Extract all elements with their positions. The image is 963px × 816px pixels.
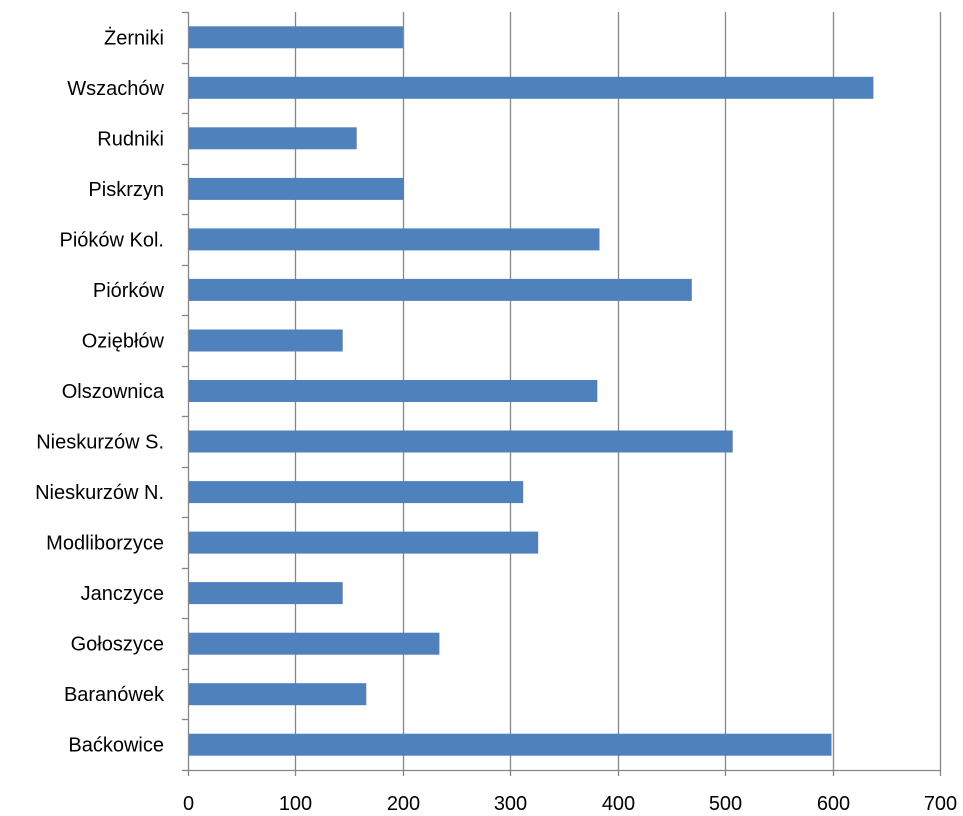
category-label: Wszachów: [67, 78, 164, 100]
category-label: Olszownica: [62, 381, 165, 403]
category-label: Gołoszyce: [71, 634, 164, 656]
tick-labels: 0 100 200 300 400 500 600 700: [183, 793, 957, 815]
category-label: Nieskurzów N.: [35, 482, 164, 504]
category-label: Baćkowice: [68, 735, 164, 757]
bar-Nieskurzów S.: [189, 430, 733, 453]
x-tick-label: 200: [387, 793, 420, 815]
category-label: Janczyce: [81, 583, 164, 605]
bar-Modliborzyce: [189, 531, 539, 554]
category-labels: Żerniki Wszachów Rudniki Piskrzyn Pióków Kol…: [35, 26, 165, 756]
bar-Piskrzyn: [189, 177, 404, 200]
bar-Janczyce: [189, 582, 343, 605]
x-tick-label: 500: [709, 793, 742, 815]
category-label: Modliborzyce: [46, 533, 164, 555]
category-label: Rudniki: [97, 128, 164, 150]
bar-Olszownica: [189, 380, 598, 402]
x-tick-label: 300: [494, 793, 527, 815]
x-tick-label: 700: [924, 793, 957, 815]
category-label: Oziębłów: [82, 331, 165, 353]
bar-Baranówek: [189, 683, 367, 706]
x-tick-label: 100: [279, 793, 312, 815]
bar-Nieskurzów N.: [189, 481, 524, 504]
bar-Oziębłów: [189, 329, 343, 352]
bar-Gołoszyce: [189, 632, 440, 655]
bars: [189, 26, 874, 756]
bar-Żerniki: [189, 26, 403, 49]
category-label: Nieskurzów S.: [36, 432, 164, 454]
bar-Baćkowice: [189, 733, 832, 756]
x-tick-label: 600: [817, 793, 850, 815]
x-tick-label: 400: [602, 793, 635, 815]
category-label: Pióków Kol.: [60, 229, 165, 251]
category-label: Baranówek: [64, 684, 165, 706]
bar-Rudniki: [189, 127, 357, 150]
category-label: Żerniki: [104, 26, 164, 49]
category-label: Piskrzyn: [88, 179, 164, 201]
bar-Piórków: [189, 278, 692, 301]
axes: [182, 11, 942, 776]
bar-Wszachów: [189, 76, 874, 99]
bar-Pióków Kol.: [189, 228, 600, 251]
category-label: Piórków: [93, 280, 165, 302]
x-tick-label: 0: [183, 793, 194, 815]
